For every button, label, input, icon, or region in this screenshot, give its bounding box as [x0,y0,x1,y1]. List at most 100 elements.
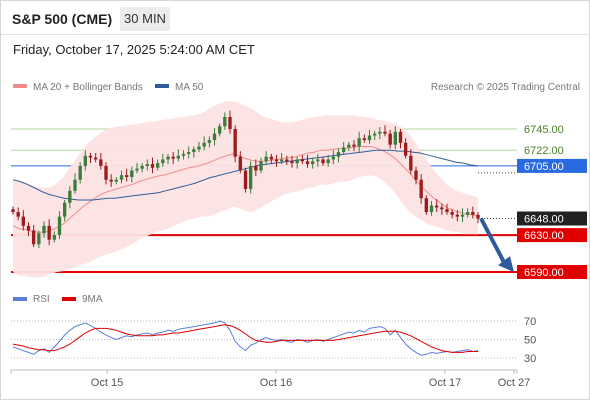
candle-body [109,179,113,182]
chart-header: S&P 500 (CME) 30 MIN [1,1,589,37]
candle-body [223,117,227,127]
rsi-ma-legend-swatch [62,297,76,301]
price-panel: 6745.00 6722.00 6705.00 6648.00 6630.00 6590.… [11,101,587,279]
candle-body [419,179,423,199]
candle-body [26,225,31,231]
candle-body [336,152,341,157]
candle-body [52,235,57,240]
candle-body [295,159,299,164]
candle-body [460,214,465,217]
candle-body [347,144,351,148]
candle-body [83,155,88,166]
candle-body [207,140,212,143]
timeframe-selector[interactable]: 30 MIN [120,7,170,31]
candle-body [372,133,377,136]
rsi-line [12,320,479,356]
candle-body [259,161,263,171]
candle-body [331,156,336,160]
rsi-legend-swatch [13,297,27,301]
candle-body [398,131,403,143]
level-label-box [517,211,587,226]
candle-body [155,163,160,168]
ma20-legend-label: MA 20 + Bollinger Bands [33,82,143,93]
ma20-line [12,146,479,233]
candle-body [310,161,315,165]
candle-body [197,146,201,150]
candle-body [362,138,367,141]
candle-body [300,159,305,162]
candle-body [285,159,289,162]
level-label-box [517,265,587,279]
candle-body [78,165,82,180]
candle-body [383,131,387,134]
candle-body [414,170,418,180]
rsi-tick-label: 70 [524,316,536,328]
ma50-legend-label: MA 50 [175,82,204,93]
candle-body [166,156,170,160]
candle-body [140,165,144,169]
candle-body [181,153,186,156]
candle-body [465,212,470,215]
candle-body [57,216,62,236]
candle-body [171,156,175,159]
level-label: 6590.00 [524,267,564,279]
candle-body [37,233,41,245]
candle-body [290,161,294,164]
candle-body [42,225,46,234]
candle-body [217,126,222,134]
time-axis: Oct 15 Oct 16 Oct 17 Oct 27 [10,370,530,389]
candle-body [305,161,310,165]
candle-body [450,212,454,215]
time-tick-label: Oct 16 [260,377,292,389]
candle-body [130,170,134,177]
level-label: 6648.00 [524,213,564,225]
level-label: 6722.00 [524,145,564,157]
level-label: 6630.00 [524,230,564,242]
time-tick-label: Oct 15 [91,377,123,389]
candle-body [403,142,408,156]
candle-body [429,205,434,213]
rsi-panel: 70 50 30 [11,316,536,365]
candle-body [341,147,346,153]
candle-body [68,190,72,203]
candle-body [367,135,372,141]
rsi-tick-label: 30 [524,353,536,365]
candle-body [321,159,325,164]
candle-body [352,144,356,147]
candle-body [114,179,119,182]
candle-body [279,159,284,162]
candle-body [388,133,392,145]
rsi-ma-line [12,324,478,353]
candle-body [104,165,108,180]
candle-body [326,159,330,164]
candle-body [393,131,398,145]
candle-body [228,117,232,129]
candle-body [88,155,93,158]
rsi-ma-legend-label: 9MA [82,294,103,305]
candle-body [150,164,155,168]
candle-body [16,212,20,217]
forecast-arrow-head [498,256,514,273]
candle-body [424,198,429,213]
level-label-box [517,228,587,243]
candle-body [202,142,206,147]
candle-body [378,131,382,134]
candle-body [62,202,67,217]
candle-body [243,170,248,189]
candle-body [145,164,150,166]
candle-body [212,133,217,141]
ma20-legend-swatch [13,84,27,88]
candle-body [161,159,165,164]
chart-timestamp: Friday, October 17, 2025 5:24:00 AM CET [13,42,255,57]
candle-body [434,205,439,208]
candle-body [248,165,253,189]
candle-body [11,209,15,213]
candle-body [47,225,51,240]
candle-body [238,156,243,171]
instrument-title: S&P 500 (CME) [12,11,113,27]
candle-body [93,157,98,160]
candle-body [73,179,77,191]
candle-body [440,207,444,210]
forecast-arrow-shaft [479,217,507,266]
